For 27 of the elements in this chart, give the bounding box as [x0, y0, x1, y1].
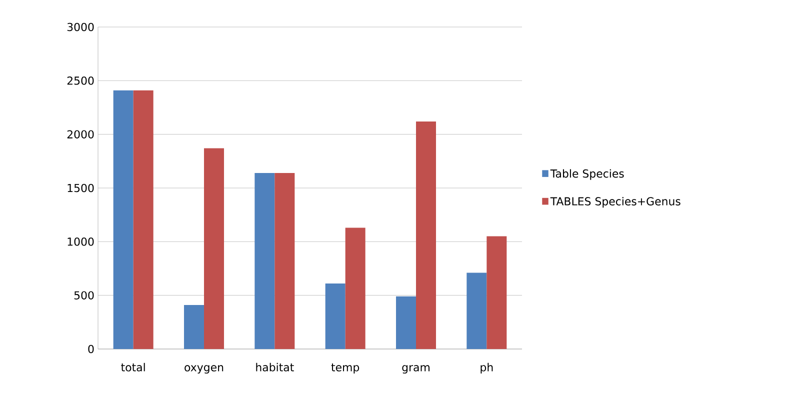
- bar: [113, 90, 134, 349]
- y-tick-label: 500: [74, 291, 94, 300]
- x-tick-label: temp: [331, 364, 360, 374]
- y-tick-label: 3000: [67, 22, 94, 32]
- bar: [345, 228, 366, 349]
- bar: [133, 90, 154, 349]
- y-tick-label: 1000: [68, 238, 94, 246]
- legend-label: Table Species: [550, 169, 624, 180]
- x-tick-label: oxygen: [184, 365, 224, 374]
- y-tick-label: 2000: [67, 130, 94, 138]
- y-tick-label: 0: [88, 344, 94, 354]
- bar: [254, 172, 275, 349]
- bar: [204, 148, 224, 349]
- bar: [416, 121, 436, 349]
- x-tick-label: ph: [480, 362, 493, 374]
- bar: [184, 304, 204, 349]
- y-tick-label: 2500: [67, 76, 94, 85]
- bar: [466, 272, 487, 349]
- x-tick-label: total: [121, 362, 145, 372]
- x-tick-label: gram: [402, 365, 430, 374]
- bar: [396, 296, 416, 349]
- legend-label: TABLES Species+Genus: [550, 196, 680, 208]
- bar: [325, 284, 346, 349]
- x-tick-label: habitat: [256, 362, 294, 372]
- y-tick-label: 1500: [68, 184, 94, 192]
- bar: [274, 172, 295, 349]
- bar: [486, 236, 507, 349]
